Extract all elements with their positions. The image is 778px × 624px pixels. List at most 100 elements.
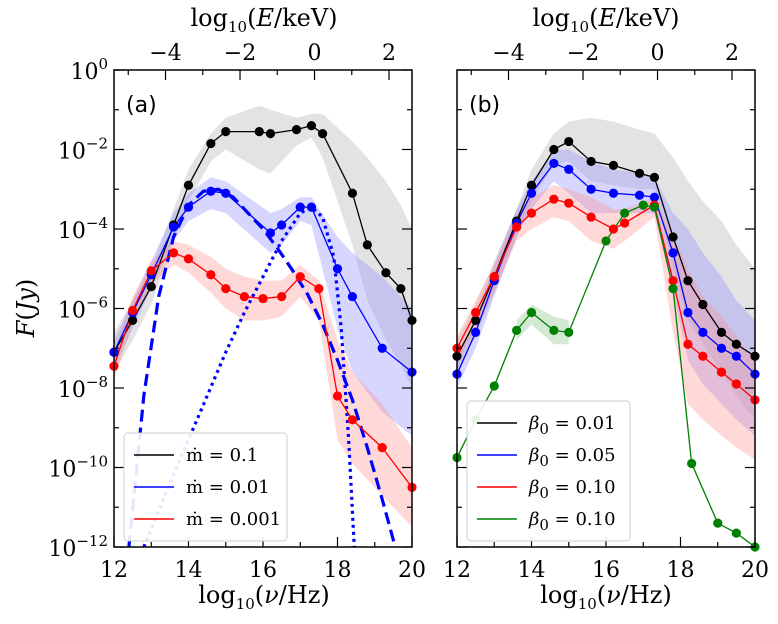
data-point-a-2-13 — [347, 415, 357, 425]
data-point-b-0-15 — [731, 339, 741, 349]
top-tick-label: −4 — [149, 41, 181, 66]
x-tick-label: 12 — [443, 558, 471, 583]
data-point-b-3-14 — [731, 528, 741, 538]
legend-label: ṁ = 0.1 — [186, 445, 258, 466]
data-point-b-1-4 — [526, 188, 537, 198]
data-point-b-3-13 — [713, 518, 723, 528]
data-point-b-0-5 — [549, 144, 559, 155]
y-tick-label: 10−6 — [58, 294, 108, 324]
legend-label: β0 = 0.10 — [528, 477, 616, 502]
top-tick-label: 0 — [308, 41, 322, 66]
data-point-b-0-4 — [526, 180, 537, 190]
data-point-a-1-9 — [295, 202, 305, 212]
data-point-a-0-8 — [265, 129, 276, 139]
data-point-a-0-5 — [206, 138, 216, 149]
data-point-b-1-10 — [649, 192, 660, 202]
legend-label: ṁ = 0.01 — [186, 477, 270, 498]
data-point-b-1-6 — [564, 164, 574, 174]
top-tick-label: −4 — [492, 41, 524, 66]
data-point-a-1-6 — [221, 188, 231, 198]
top-axis-title-a: log10(E/keV) — [190, 4, 337, 36]
x-tick-label: 18 — [667, 558, 695, 583]
data-point-b-3-9 — [638, 200, 648, 210]
x-tick-label: 16 — [592, 558, 620, 583]
top-tick-label: 2 — [725, 41, 739, 66]
data-point-b-2-12 — [683, 339, 693, 349]
data-point-b-3-3 — [511, 325, 522, 335]
data-point-b-1-14 — [716, 343, 727, 353]
data-point-a-0-1 — [128, 315, 138, 326]
data-point-b-0-7 — [586, 156, 596, 167]
data-point-a-2-5 — [206, 270, 216, 280]
panel-a: 12 14 16 18 20 −4 −2 0 2 100 10−2 10−4 10−6 10−8 10−10… — [48, 41, 426, 583]
data-point-a-2-11 — [314, 284, 324, 294]
data-point-a-2-9 — [277, 291, 287, 302]
y-tick-label: 100 — [70, 55, 108, 85]
x-axis-title-b: log10(ν/Hz) — [540, 581, 672, 613]
data-point-a-2-14 — [377, 443, 387, 453]
data-point-b-2-9 — [620, 218, 630, 228]
data-point-a-1-12 — [347, 291, 357, 302]
data-point-b-2-1 — [471, 307, 481, 318]
data-point-a-2-7 — [239, 291, 249, 302]
data-point-a-2-12 — [332, 391, 343, 401]
data-point-b-0-9 — [634, 168, 645, 178]
data-point-a-0-6 — [221, 127, 231, 137]
data-point-b-2-14 — [716, 367, 727, 377]
data-point-a-1-8 — [277, 220, 287, 230]
model-curves-a — [127, 187, 397, 548]
x-tick-label: 14 — [175, 558, 203, 583]
x-tick-label: 20 — [398, 558, 426, 583]
data-point-a-0-7 — [254, 127, 264, 137]
x-tick-label: 12 — [100, 558, 128, 583]
data-point-b-1-1 — [471, 327, 481, 337]
data-point-b-0-13 — [698, 299, 708, 310]
data-point-b-2-13 — [698, 351, 708, 361]
data-point-a-2-8 — [258, 293, 268, 304]
panel-label-b: (b) — [469, 93, 500, 118]
data-point-a-1-4 — [183, 202, 194, 212]
data-point-a-1-7 — [265, 228, 276, 238]
data-point-b-2-7 — [586, 212, 596, 222]
y-tick-label: 10−4 — [58, 214, 108, 244]
top-tick-label: 2 — [382, 41, 396, 66]
x-tick-label: 18 — [324, 558, 352, 583]
legend-box — [123, 432, 288, 542]
legend-label: β0 = 0.05 — [528, 445, 616, 470]
data-point-b-0-11 — [668, 232, 678, 242]
data-point-b-3-10 — [649, 202, 660, 212]
top-tick-label: −2 — [224, 41, 256, 66]
data-point-b-0-6 — [564, 136, 574, 147]
data-point-b-0-12 — [683, 276, 693, 286]
series-markers-a — [109, 121, 417, 492]
panel-label-a: (a) — [126, 93, 157, 118]
uncertainty-band-b-2 — [457, 185, 755, 460]
y-tick-label: 10−12 — [48, 532, 108, 562]
ticks-a: 12 14 16 18 20 −4 −2 0 2 100 10−2 10−4 10−6 10−8 10−10… — [48, 41, 426, 583]
y-tick-label: 10−10 — [48, 453, 108, 483]
top-tick-label: 0 — [651, 41, 665, 66]
data-point-b-3-8 — [620, 208, 630, 218]
legend-b: β0 = 0.01 β0 = 0.05 β0 = 0.10 β0 = 0.10 — [466, 400, 631, 542]
data-point-a-2-2 — [146, 266, 156, 276]
x-tick-label: 14 — [518, 558, 546, 583]
data-point-a-2-3 — [169, 248, 179, 258]
data-point-b-1-12 — [683, 307, 693, 318]
data-point-b-2-8 — [608, 224, 619, 234]
uncertainty-band-a-1 — [114, 177, 412, 436]
data-point-b-3-11 — [668, 284, 678, 294]
data-point-b-2-4 — [526, 208, 537, 218]
data-point-b-3-6 — [564, 327, 574, 337]
legend-box — [466, 400, 631, 542]
data-point-a-1-3 — [169, 222, 179, 232]
data-point-b-0-1 — [471, 315, 481, 326]
data-point-b-3-2 — [489, 381, 499, 391]
legend-label: β0 = 0.01 — [528, 413, 616, 438]
data-point-a-0-4 — [183, 180, 194, 190]
data-point-a-0-10 — [306, 121, 317, 131]
legend-label: β0 = 0.10 — [528, 509, 616, 534]
model-curve-dashed — [127, 187, 397, 548]
data-point-b-0-14 — [716, 327, 727, 337]
